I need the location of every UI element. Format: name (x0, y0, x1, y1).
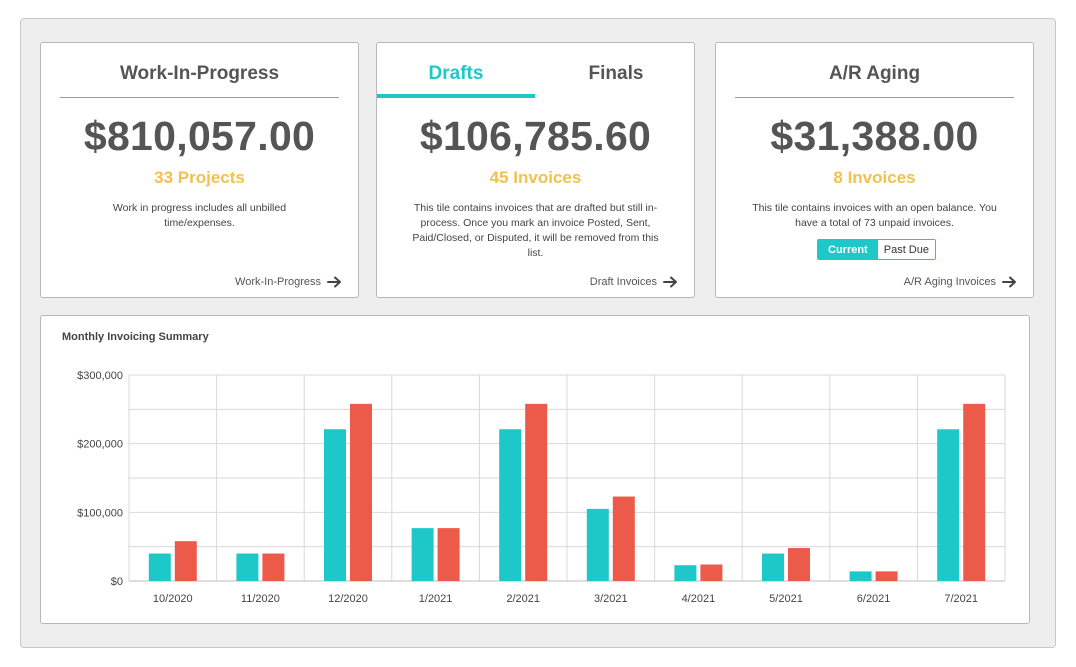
bar-series-2 (437, 528, 460, 581)
x-tick-label: 1/2021 (419, 593, 453, 605)
bar-series-2 (262, 553, 285, 581)
drafts-amount: $106,785.60 (419, 113, 652, 159)
past-due-toggle-button[interactable]: Past Due (877, 240, 935, 259)
bar-series-1 (148, 553, 171, 581)
bar-series-1 (499, 429, 522, 581)
drafts-card: Drafts Finals $106,785.60 45 Invoices Th… (376, 42, 695, 298)
x-tick-label: 2/2021 (506, 593, 540, 605)
monthly-invoicing-chart: $0 $100,000 $200,000 $300,000 10/2020 11/2020… (77, 370, 1006, 605)
bar-series-1 (674, 565, 697, 581)
wip-count: 33 Projects (154, 168, 245, 187)
bar-series-1 (762, 553, 784, 581)
bar-series-2 (350, 403, 372, 581)
drafts-description: This tile contains invoices that are dra… (412, 202, 659, 259)
ar-aging-card: A/R Aging $31,388.00 8 Invoices This til… (715, 42, 1034, 298)
bar-series-2 (788, 548, 810, 581)
ar-title-divider (735, 97, 1014, 98)
tab-drafts[interactable]: Drafts (428, 63, 484, 84)
bar-series-1 (236, 553, 259, 581)
x-tick-label: 6/2021 (857, 593, 891, 605)
drafts-count: 45 Invoices (489, 168, 582, 187)
ar-aging-invoices-link-label: A/R Aging Invoices (903, 276, 996, 288)
bar-series-2 (525, 403, 548, 581)
draft-invoices-link[interactable]: Draft Invoices (590, 276, 678, 288)
ar-title: A/R Aging (828, 63, 921, 84)
chart-title: Monthly Invoicing Summary (62, 331, 209, 343)
arrow-right-icon (1002, 276, 1017, 288)
draft-invoices-link-label: Draft Invoices (589, 276, 657, 288)
wip-description: Work in progress includes all unbilled t… (112, 202, 287, 229)
x-tick-label: 11/2020 (241, 593, 280, 605)
x-tick-label: 3/2021 (594, 593, 628, 605)
bar-series-1 (586, 508, 609, 581)
wip-link[interactable]: Work-In-Progress (235, 276, 342, 288)
active-tab-indicator (377, 94, 535, 98)
x-tick-label: 12/2020 (328, 593, 368, 605)
ar-description: This tile contains invoices with an open… (752, 202, 997, 229)
wip-link-label: Work-In-Progress (235, 276, 321, 288)
bar-series-1 (849, 571, 872, 581)
bar-series-1 (324, 429, 346, 581)
wip-amount: $810,057.00 (83, 113, 316, 159)
ar-aging-invoices-link[interactable]: A/R Aging Invoices (904, 276, 1017, 288)
bar-series-2 (612, 496, 635, 581)
y-tick-label: $300,000 (77, 370, 123, 382)
monthly-invoicing-summary-card: Monthly Invoicing Summary $0 $100,000 $200… (40, 315, 1030, 624)
wip-title: Work-In-Progress (119, 63, 280, 84)
y-tick-label: $100,000 (77, 507, 123, 519)
y-tick-label: $0 (111, 576, 123, 588)
wip-title-divider (60, 97, 339, 98)
ar-amount: $31,388.00 (770, 113, 979, 159)
bar-series-2 (875, 571, 898, 581)
ar-count: 8 Invoices (833, 168, 916, 187)
bar-series-2 (700, 564, 723, 581)
x-tick-label: 4/2021 (682, 593, 716, 605)
bar-series-2 (174, 541, 197, 581)
arrow-right-icon (663, 276, 678, 288)
y-tick-label: $200,000 (77, 439, 123, 451)
current-toggle-button[interactable]: Current (818, 240, 878, 259)
tab-finals[interactable]: Finals (588, 63, 644, 84)
ar-aging-toggle: Current Past Due (817, 239, 936, 260)
bar-series-1 (411, 528, 434, 581)
x-tick-label: 10/2020 (153, 593, 193, 605)
bar-series-1 (937, 429, 960, 581)
bar-series-2 (963, 403, 986, 581)
wip-card: Work-In-Progress $810,057.00 33 Projects… (40, 42, 359, 298)
arrow-right-icon (327, 276, 342, 288)
x-tick-label: 5/2021 (769, 593, 803, 605)
x-tick-label: 7/2021 (944, 593, 978, 605)
